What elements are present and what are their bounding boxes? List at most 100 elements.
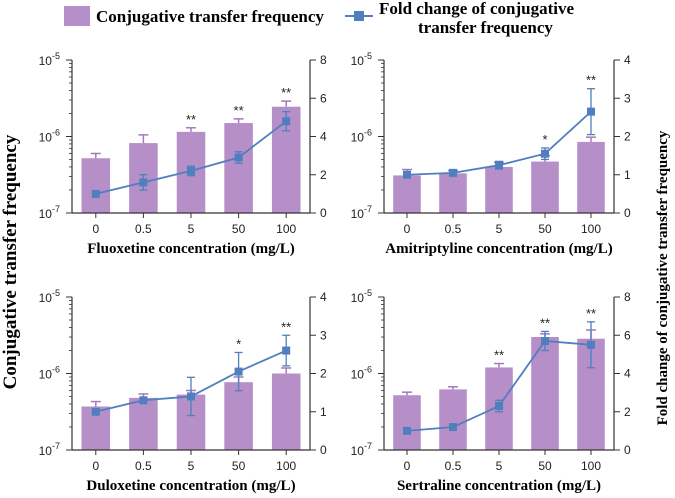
right-tick-label: 4 bbox=[624, 53, 631, 67]
right-tick-label: 1 bbox=[320, 405, 327, 419]
right-tick-label: 4 bbox=[320, 130, 327, 144]
bar bbox=[129, 397, 158, 450]
bar bbox=[81, 158, 111, 213]
left-tick-label: 10-5 bbox=[39, 51, 60, 68]
fold-change-point bbox=[541, 149, 549, 158]
panel-duloxetine: 10-7 10-6 10-5 0 1 2 3 4 0 0.5 5 50 100 Duloxetine co… bbox=[39, 288, 327, 494]
left-tick-label: 10-6 bbox=[351, 365, 372, 382]
fold-change-point bbox=[234, 367, 243, 376]
panel-fluoxetine: 10-7 10-6 10-5 0 2 4 6 8 0 0.5 5 50 100 Fluoxetine co… bbox=[39, 51, 327, 257]
left-tick-label: 10-5 bbox=[351, 288, 372, 305]
left-tick-label: 10-5 bbox=[39, 288, 60, 305]
x-tick-label: 100 bbox=[581, 459, 601, 473]
bar-error bbox=[281, 367, 292, 374]
right-tick-label: 0 bbox=[624, 206, 631, 220]
x-tick-label: 5 bbox=[496, 459, 503, 473]
x-tick-label: 0.5 bbox=[135, 459, 152, 473]
left-tick-label: 10-6 bbox=[39, 128, 60, 145]
x-tick-label: 0 bbox=[404, 222, 411, 236]
bar-error bbox=[233, 118, 244, 124]
x-tick-label: 50 bbox=[232, 222, 246, 236]
fold-change-point bbox=[139, 396, 148, 405]
right-tick-label: 2 bbox=[320, 168, 327, 182]
fold-change-point bbox=[187, 392, 195, 401]
x-tick-label: 0.5 bbox=[445, 459, 462, 473]
significance-mark: ** bbox=[234, 103, 244, 118]
bar bbox=[439, 173, 467, 213]
left-tick-label: 10-7 bbox=[39, 441, 60, 458]
legend-bar-swatch bbox=[64, 6, 90, 26]
significance-mark: ** bbox=[586, 306, 596, 321]
fold-change-point bbox=[91, 189, 100, 198]
legend: Conjugative transfer frequency Fold chan… bbox=[64, 0, 574, 37]
bar bbox=[224, 382, 253, 450]
fold-change-point bbox=[282, 117, 291, 126]
panel-sertraline: 10-7 10-6 10-5 0 2 4 6 8 0 0.5 5 50 100 Sertraline co… bbox=[351, 288, 631, 494]
right-tick-label: 0 bbox=[320, 443, 327, 457]
fold-change-point bbox=[541, 336, 549, 345]
bar bbox=[393, 175, 421, 213]
panel-amitriptyline: 10-7 10-6 10-5 0 1 2 3 4 0 0.5 5 50 100 Amitriptyline… bbox=[351, 51, 631, 257]
significance-mark: ** bbox=[281, 85, 291, 100]
right-tick-label: 2 bbox=[624, 130, 631, 144]
x-tick-label: 100 bbox=[276, 459, 296, 473]
right-tick-label: 6 bbox=[624, 328, 631, 342]
right-tick-label: 1 bbox=[624, 168, 631, 182]
significance-mark: ** bbox=[494, 348, 504, 363]
x-tick-label: 100 bbox=[276, 222, 296, 236]
right-tick-label: 3 bbox=[320, 328, 327, 342]
legend-bar-label: Conjugative transfer frequency bbox=[96, 7, 324, 26]
bar-error bbox=[281, 100, 292, 107]
left-tick-label: 10-5 bbox=[351, 51, 372, 68]
fold-change-point bbox=[139, 178, 148, 187]
x-axis-title: Sertraline concentration (mg/L) bbox=[397, 478, 601, 494]
x-axis-title: Amitriptyline concentration (mg/L) bbox=[385, 241, 612, 257]
fold-change-point bbox=[587, 107, 595, 116]
significance-mark: * bbox=[236, 336, 241, 351]
right-tick-label: 8 bbox=[320, 53, 327, 67]
bar-error bbox=[494, 362, 504, 368]
left-tick-label: 10-7 bbox=[39, 204, 60, 221]
left-tick-label: 10-7 bbox=[351, 204, 372, 221]
fold-change-point bbox=[403, 170, 411, 179]
fold-change-point bbox=[449, 423, 457, 432]
x-tick-label: 50 bbox=[538, 222, 552, 236]
left-tick-label: 10-6 bbox=[351, 128, 372, 145]
bar-error bbox=[186, 127, 196, 132]
left-tick-label: 10-7 bbox=[351, 441, 372, 458]
x-axis-title: Fluoxetine concentration (mg/L) bbox=[87, 241, 294, 257]
significance-mark: ** bbox=[281, 319, 291, 334]
fold-change-point bbox=[187, 166, 195, 175]
right-tick-label: 4 bbox=[320, 290, 327, 304]
bar-error bbox=[90, 400, 101, 407]
bar bbox=[271, 373, 301, 450]
x-tick-label: 50 bbox=[538, 459, 552, 473]
left-tick-label: 10-6 bbox=[39, 365, 60, 382]
fold-change-point bbox=[449, 168, 457, 177]
x-tick-label: 5 bbox=[188, 459, 195, 473]
fold-change-point bbox=[495, 402, 503, 411]
x-tick-label: 0.5 bbox=[135, 222, 152, 236]
x-tick-label: 5 bbox=[496, 222, 503, 236]
x-axis-title: Duloxetine concentration (mg/L) bbox=[86, 478, 295, 494]
x-tick-label: 0.5 bbox=[445, 222, 462, 236]
legend-line-swatch bbox=[345, 11, 373, 21]
legend-line-label-1: Fold change of conjugative bbox=[379, 0, 574, 18]
x-tick-label: 0 bbox=[92, 459, 99, 473]
right-tick-label: 2 bbox=[624, 405, 631, 419]
bar-error bbox=[586, 136, 596, 142]
right-tick-label: 3 bbox=[624, 91, 631, 105]
right-tick-label: 4 bbox=[624, 367, 631, 381]
right-tick-label: 2 bbox=[320, 367, 327, 381]
bar-error bbox=[448, 386, 458, 390]
x-tick-label: 0 bbox=[404, 459, 411, 473]
legend-line-label-2: transfer frequency bbox=[418, 18, 553, 37]
y-right-axis-title: Fold change of conjugative transfer freq… bbox=[655, 130, 671, 425]
bar-error bbox=[402, 391, 412, 396]
right-tick-label: 8 bbox=[624, 290, 631, 304]
bar bbox=[439, 389, 467, 450]
bar-error bbox=[90, 152, 101, 159]
bar bbox=[577, 141, 605, 213]
right-tick-label: 0 bbox=[320, 206, 327, 220]
